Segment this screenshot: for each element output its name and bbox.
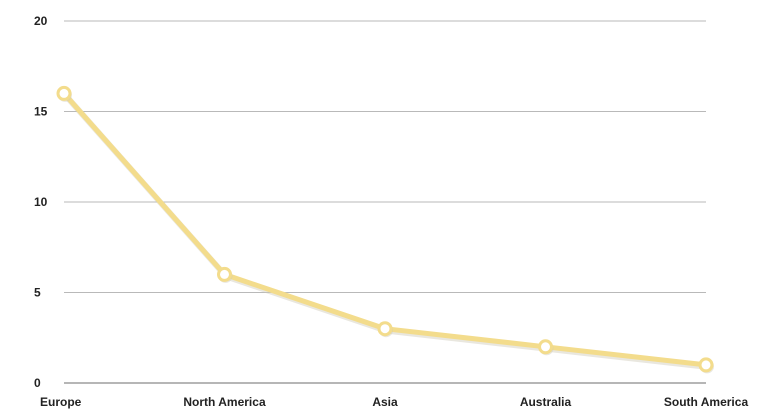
y-tick-label: 0 (34, 376, 41, 390)
y-tick-label: 10 (34, 195, 48, 209)
x-tick-label: South America (664, 395, 749, 409)
series (56, 85, 714, 374)
data-point-australia (538, 339, 553, 355)
gridlines (64, 20, 706, 293)
y-tick-label: 5 (34, 286, 41, 300)
y-tick-label: 15 (34, 105, 48, 119)
data-point-europe (56, 85, 72, 101)
data-point-south-america (698, 357, 714, 373)
x-tick-label: North America (183, 395, 266, 409)
x-tick-labels: Europe North America Asia Australia South Am… (40, 395, 748, 409)
y-tick-labels: 0 5 10 15 20 (34, 14, 48, 390)
data-point-asia (377, 321, 393, 337)
x-tick-label: Australia (520, 395, 572, 409)
data-point-north-america (217, 266, 232, 282)
x-tick-label: Asia (372, 395, 398, 409)
x-tick-label: Europe (40, 395, 82, 409)
y-tick-label: 20 (34, 14, 48, 28)
